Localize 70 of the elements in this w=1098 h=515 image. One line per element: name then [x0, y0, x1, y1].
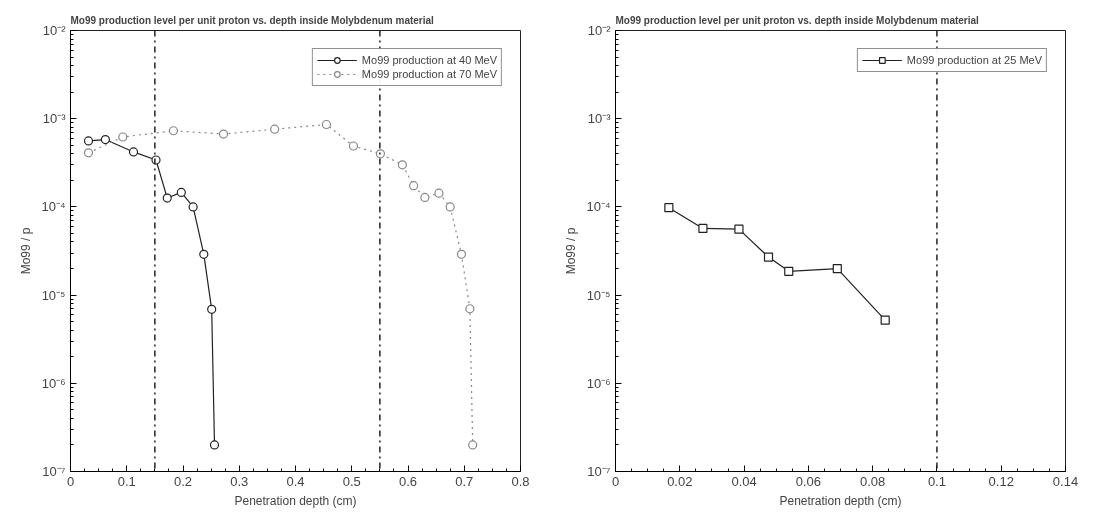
point — [168, 126, 179, 136]
legend-label: Mo99 production at 40 MeV — [361, 53, 497, 67]
x-tick-label: 0 — [611, 473, 620, 489]
y-tick-label: 10⁻⁴ — [41, 199, 66, 215]
point — [456, 249, 467, 259]
y-tick-label: 10⁻³ — [42, 111, 67, 127]
x-tick-label: 0.06 — [795, 473, 822, 489]
point — [188, 202, 198, 212]
x-tick-label: 0.02 — [667, 473, 693, 489]
point — [734, 224, 744, 234]
x-tick-label: 0.2 — [173, 473, 193, 489]
y-tick-label: 10⁻² — [42, 23, 67, 38]
point — [375, 149, 386, 159]
point — [397, 160, 407, 170]
point — [83, 148, 94, 158]
x-tick-label: 0.08 — [859, 473, 886, 489]
x-tick-label: 0 — [66, 473, 75, 489]
y-tick-label: 10⁻⁷ — [587, 464, 611, 479]
point — [445, 202, 455, 212]
point — [434, 188, 444, 198]
y-tick-label: 10⁻⁵ — [41, 287, 66, 303]
y-tick-label: 10⁻³ — [587, 111, 612, 127]
y-tick-label: 10⁻⁵ — [586, 287, 611, 303]
point — [784, 266, 794, 276]
point — [209, 440, 220, 450]
chart-title: Mo99 production level per unit proton vs. depth inside Molybdenum material — [70, 14, 435, 26]
legend-label: Mo99 production at 25 MeV — [906, 53, 1042, 67]
y-tick-label: 10⁻⁷ — [42, 464, 66, 479]
y-tick-label: 10⁻⁴ — [586, 199, 611, 215]
point — [218, 129, 229, 139]
legend-label: Mo99 production at 70 MeV — [361, 67, 497, 81]
point — [880, 315, 890, 325]
x-tick-label: 0.6 — [398, 473, 418, 489]
y-tick-label: 10⁻⁶ — [41, 375, 66, 391]
point — [199, 249, 209, 259]
x-tick-label: 0.8 — [511, 473, 530, 489]
point — [348, 141, 359, 151]
point — [128, 147, 139, 157]
x-tick-label: 0.1 — [927, 473, 946, 489]
x-tick-label: 0.04 — [731, 473, 757, 489]
point — [100, 134, 110, 145]
point — [83, 136, 94, 146]
point — [118, 132, 128, 142]
point — [465, 304, 475, 314]
x-axis-title: Penetration depth (cm) — [234, 493, 357, 508]
y-axis-title: Mo99 / p — [19, 227, 34, 275]
y-axis-title: Mo99 / p — [564, 227, 579, 275]
point — [420, 192, 430, 203]
point — [698, 223, 708, 234]
point — [176, 187, 186, 197]
x-tick-label: 0.4 — [286, 473, 305, 489]
point — [409, 181, 419, 191]
x-tick-label: 0.5 — [342, 473, 361, 489]
x-tick-label: 0.14 — [1052, 473, 1079, 489]
point — [270, 124, 280, 134]
x-axis-title: Penetration depth (cm) — [779, 493, 902, 508]
point — [763, 252, 774, 262]
x-tick-label: 0.7 — [455, 473, 474, 489]
chart-title: Mo99 production level per unit proton vs. depth inside Molybdenum material — [615, 14, 980, 26]
y-tick-label: 10⁻² — [587, 23, 612, 38]
point — [468, 440, 478, 450]
x-tick-label: 0.1 — [117, 473, 136, 489]
point — [832, 263, 842, 274]
point — [664, 203, 674, 213]
point — [162, 193, 172, 203]
x-tick-label: 0.3 — [230, 473, 249, 489]
point — [207, 304, 217, 314]
x-tick-label: 0.12 — [988, 473, 1014, 489]
y-tick-label: 10⁻⁶ — [586, 375, 611, 391]
point — [321, 119, 332, 130]
